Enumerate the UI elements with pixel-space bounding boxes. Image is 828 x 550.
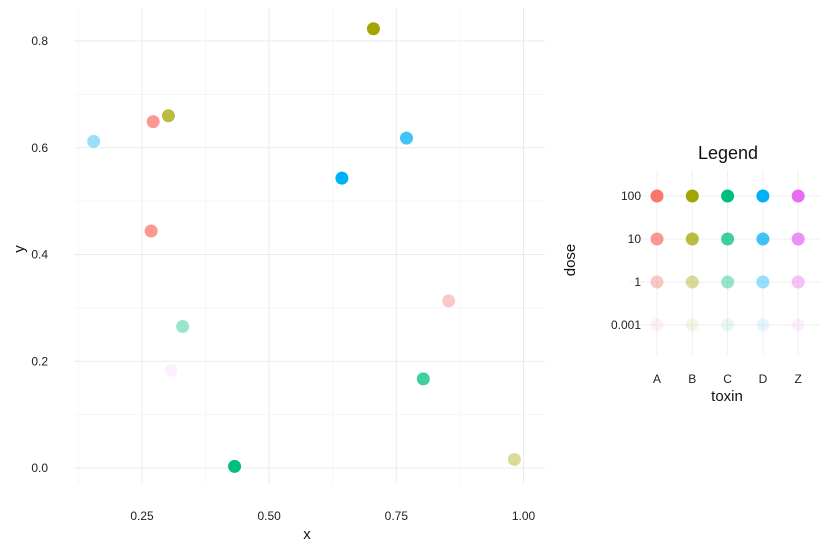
y-tick-label: 0.6 xyxy=(31,141,48,155)
data-point xyxy=(442,294,456,308)
legend-y-tick-label: 0.001 xyxy=(611,318,641,332)
legend-point xyxy=(685,318,699,332)
legend-point xyxy=(685,275,699,289)
legend-y-tick-label: 10 xyxy=(628,232,642,246)
legend-point xyxy=(721,232,735,246)
main-panel-points xyxy=(87,22,521,473)
data-point xyxy=(366,22,380,36)
legend-point xyxy=(650,232,664,246)
x-tick-label: 1.00 xyxy=(512,509,536,523)
data-point xyxy=(146,115,160,129)
data-point xyxy=(176,320,190,334)
legend-x-axis-title: toxin xyxy=(711,388,743,405)
legend-point xyxy=(791,189,805,203)
x-tick-label: 0.50 xyxy=(257,509,281,523)
data-point xyxy=(87,134,101,148)
legend-point xyxy=(650,318,664,332)
legend-title: Legend xyxy=(698,143,758,163)
x-axis-title: x xyxy=(303,526,311,543)
data-point xyxy=(228,459,242,473)
legend-panel: Legend A B C D Z 100 10 1 0.001 toxin dose xyxy=(562,143,820,405)
data-point xyxy=(144,224,158,238)
data-point xyxy=(416,372,430,386)
data-point xyxy=(335,171,349,185)
data-point xyxy=(164,363,178,377)
y-axis-title: y xyxy=(11,245,28,253)
legend-point xyxy=(791,318,805,332)
legend-point xyxy=(721,275,735,289)
legend-point xyxy=(685,232,699,246)
y-tick-label: 0.4 xyxy=(31,248,48,262)
legend-x-tick-label: C xyxy=(723,372,732,386)
legend-point xyxy=(791,275,805,289)
legend-point xyxy=(721,189,735,203)
legend-point xyxy=(791,232,805,246)
x-tick-label: 0.25 xyxy=(130,509,154,523)
legend-point xyxy=(756,275,770,289)
legend-point xyxy=(685,189,699,203)
legend-x-tick-label: D xyxy=(759,372,768,386)
main-panel-grid xyxy=(74,8,545,484)
legend-y-tick-label: 100 xyxy=(621,189,641,203)
y-tick-label: 0.2 xyxy=(31,354,48,368)
data-point xyxy=(400,131,414,145)
data-point xyxy=(507,452,521,466)
y-tick-label: 0.0 xyxy=(31,461,48,475)
legend-point xyxy=(756,318,770,332)
y-tick-label: 0.8 xyxy=(31,34,48,48)
x-tick-label: 0.75 xyxy=(385,509,409,523)
legend-x-tick-label: B xyxy=(688,372,696,386)
main-panel-ticks: 0.25 0.50 0.75 1.00 0.0 0.2 0.4 0.6 0.8 xyxy=(31,34,535,523)
legend-y-tick-label: 1 xyxy=(634,275,641,289)
legend-y-axis-title: dose xyxy=(562,244,579,277)
legend-x-tick-label: Z xyxy=(795,372,802,386)
legend-point xyxy=(650,275,664,289)
legend-point xyxy=(650,189,664,203)
legend-x-tick-label: A xyxy=(653,372,661,386)
legend-point xyxy=(756,189,770,203)
legend-point xyxy=(756,232,770,246)
legend-point xyxy=(721,318,735,332)
legend-points xyxy=(650,189,805,332)
data-point xyxy=(161,109,175,123)
legend-ticks: A B C D Z 100 10 1 0.001 xyxy=(611,189,802,386)
